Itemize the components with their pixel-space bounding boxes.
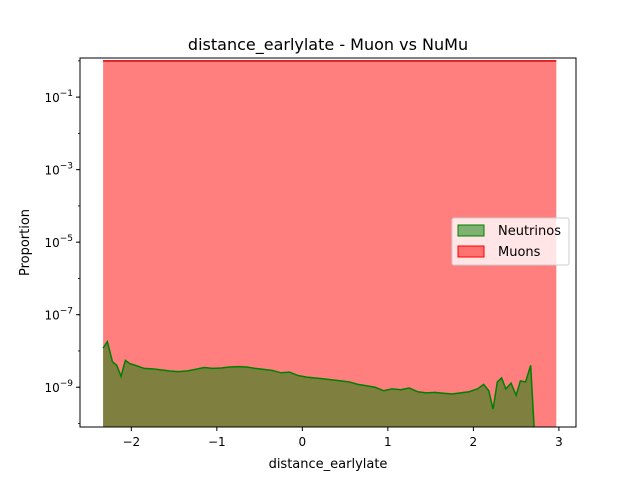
chart-title: distance_earlylate - Muon vs NuMu xyxy=(188,35,468,55)
series-fill-neutrinos xyxy=(103,341,535,427)
legend-swatch-muons xyxy=(457,245,485,258)
legend: Neutrinos Muons xyxy=(451,217,570,266)
y-tick-label: 10−7 xyxy=(44,307,73,323)
x-axis-ticks: −2 −1 0 1 2 3 xyxy=(122,427,563,449)
legend-label-muons: Muons xyxy=(498,245,541,260)
legend-swatch-neutrinos xyxy=(457,224,485,237)
legend-label-neutrinos: Neutrinos xyxy=(498,224,561,239)
series-line-neutrinos xyxy=(102,339,535,428)
x-tick-label: −2 xyxy=(122,435,140,449)
y-tick-label: 10−5 xyxy=(44,234,73,250)
x-tick-label: 3 xyxy=(555,435,563,449)
plot-area xyxy=(102,60,557,428)
y-axis-label: Proportion xyxy=(18,209,33,276)
series-fill-muons xyxy=(103,60,557,428)
y-tick-label: 10−3 xyxy=(44,162,73,178)
y-axis-ticks: 10−9 10−7 10−5 10−3 10−1 xyxy=(44,60,80,424)
x-axis-label: distance_earlylate xyxy=(269,457,388,472)
x-tick-label: 2 xyxy=(470,435,478,449)
y-tick-label: 10−1 xyxy=(44,89,73,105)
y-tick-label: 10−9 xyxy=(44,379,73,395)
x-tick-label: −1 xyxy=(208,435,226,449)
x-tick-label: 0 xyxy=(299,435,307,449)
x-tick-label: 1 xyxy=(384,435,392,449)
